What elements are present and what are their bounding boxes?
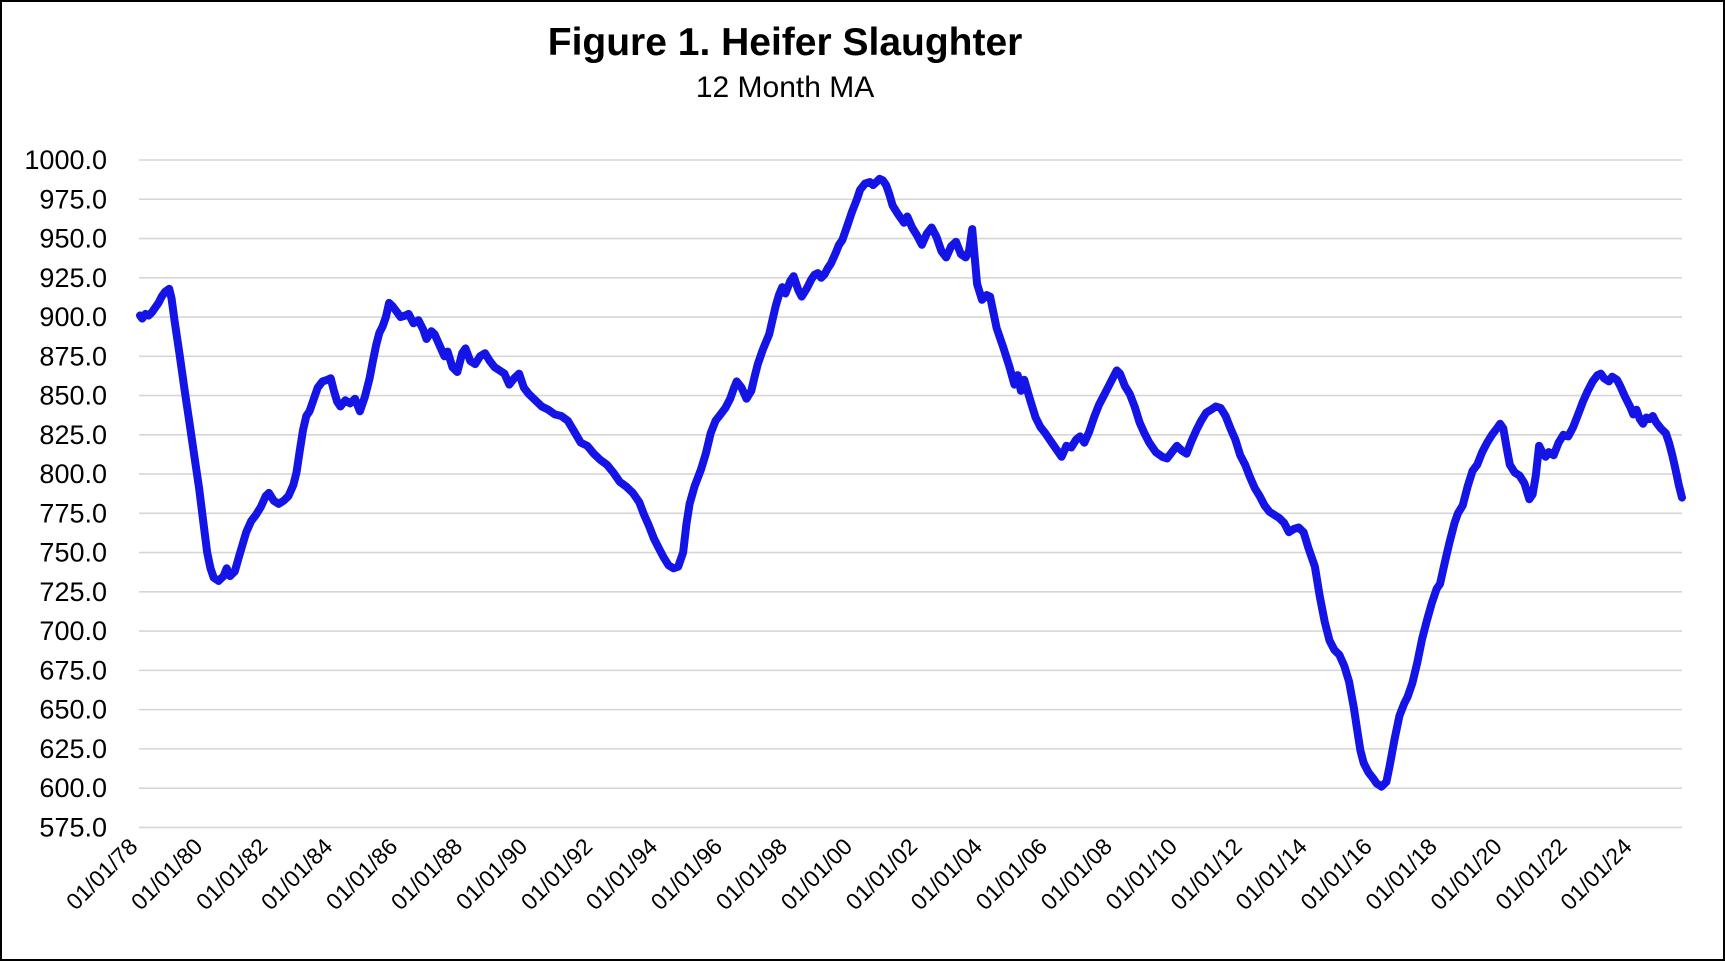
- x-tick-label: 01/01/00: [775, 833, 857, 915]
- x-tick-label: 01/01/96: [646, 833, 728, 915]
- y-tick-label: 975.0: [39, 184, 107, 214]
- y-tick-label: 950.0: [39, 224, 107, 254]
- x-tick-label: 01/01/86: [321, 833, 403, 915]
- y-axis-tick-labels: 1000.0 975.0 950.0 925.0 900.0 875.0 850.0 825.…: [24, 145, 107, 842]
- y-tick-label: 700.0: [39, 616, 107, 646]
- y-tick-label: 675.0: [39, 655, 107, 685]
- y-tick-label: 800.0: [39, 459, 107, 489]
- x-tick-label: 01/01/24: [1555, 833, 1637, 915]
- chart-header: Figure 1. Heifer Slaughter 12 Month MA: [547, 21, 1023, 105]
- y-tick-label: 775.0: [39, 498, 107, 528]
- x-tick-label: 01/01/18: [1360, 833, 1442, 915]
- x-tick-label: 01/01/12: [1165, 833, 1247, 915]
- y-tick-label: 600.0: [39, 773, 107, 803]
- x-tick-label: 01/01/16: [1295, 833, 1377, 915]
- x-tick-label: 01/01/20: [1425, 833, 1507, 915]
- y-tick-label: 925.0: [39, 263, 107, 293]
- x-tick-label: 01/01/98: [711, 833, 793, 915]
- y-tick-label: 575.0: [39, 812, 107, 842]
- y-tick-label: 650.0: [39, 695, 107, 725]
- x-tick-label: 01/01/08: [1035, 833, 1117, 915]
- x-axis-tick-labels: 01/01/7801/01/8001/01/8201/01/8401/01/86…: [61, 833, 1637, 915]
- x-tick-label: 01/01/84: [256, 833, 338, 915]
- data-series-line: [136, 174, 1686, 791]
- y-tick-label: 1000.0: [24, 145, 107, 175]
- x-tick-label: 01/01/94: [581, 833, 663, 915]
- y-tick-label: 900.0: [39, 302, 107, 332]
- y-tick-label: 750.0: [39, 538, 107, 568]
- y-tick-label: 825.0: [39, 420, 107, 450]
- x-tick-label: 01/01/92: [516, 833, 598, 915]
- x-tick-label: 01/01/14: [1230, 833, 1312, 915]
- y-tick-label: 725.0: [39, 577, 107, 607]
- chart-title: Figure 1. Heifer Slaughter: [547, 21, 1023, 64]
- x-tick-label: 01/01/82: [191, 833, 273, 915]
- x-tick-label: 01/01/90: [451, 833, 533, 915]
- x-tick-label: 01/01/88: [386, 833, 468, 915]
- gridlines: [139, 159, 1682, 829]
- y-tick-label: 625.0: [39, 734, 107, 764]
- x-tick-label: 01/01/04: [905, 833, 987, 915]
- y-tick-label: 850.0: [39, 381, 107, 411]
- x-tick-label: 01/01/22: [1490, 833, 1572, 915]
- x-tick-label: 01/01/78: [61, 833, 143, 915]
- chart-subtitle: 12 Month MA: [695, 70, 875, 104]
- y-tick-label: 875.0: [39, 341, 107, 371]
- x-tick-label: 01/01/80: [126, 833, 208, 915]
- x-tick-label: 01/01/10: [1100, 833, 1182, 915]
- x-tick-label: 01/01/02: [840, 833, 922, 915]
- x-tick-label: 01/01/06: [970, 833, 1052, 915]
